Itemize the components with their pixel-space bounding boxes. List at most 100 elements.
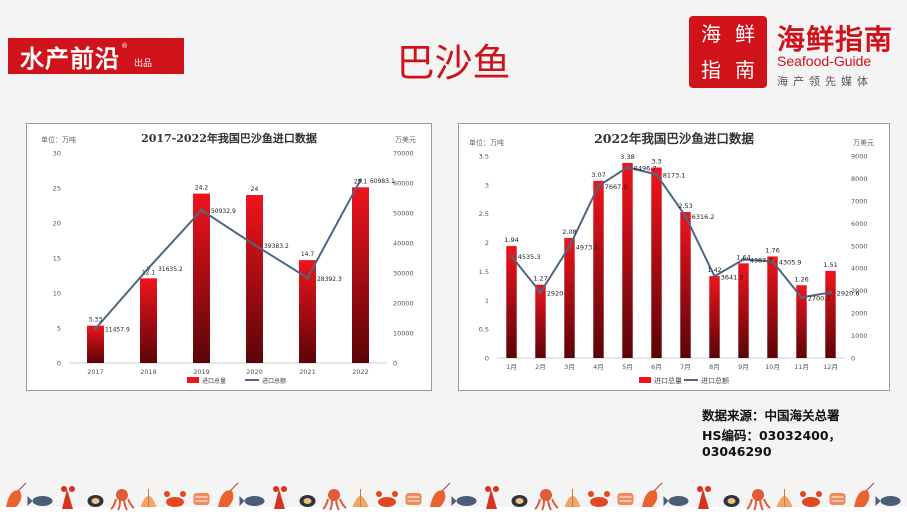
brand-name-en: Seafood-Guide xyxy=(777,53,872,69)
brand-mark-char: 鲜 xyxy=(735,22,755,46)
shrimp-icon xyxy=(854,482,875,507)
right-tick-label: 20000 xyxy=(393,300,414,308)
chart-title: 2017-2022年我国巴沙鱼进口数据 xyxy=(141,131,317,145)
chart-panel-monthly: 2022年我国巴沙鱼进口数据 单位：万吨 万美元 0 0.5 1 1.5 2 2.5 3 3.5 0 1… xyxy=(458,123,890,391)
line-point xyxy=(567,244,572,248)
line-point xyxy=(654,172,659,177)
right-axis-unit: 万美元 xyxy=(395,135,416,144)
lobster-icon xyxy=(697,486,711,509)
x-tick-label: 8月 xyxy=(709,363,720,371)
octopus-icon xyxy=(110,489,135,511)
salmon-icon xyxy=(193,493,210,505)
left-tick-label: 0 xyxy=(57,360,61,368)
line-point xyxy=(199,208,204,212)
line-point xyxy=(93,327,98,331)
crab-icon xyxy=(376,491,398,507)
crab-icon xyxy=(800,491,822,507)
line-point xyxy=(625,165,630,169)
x-tick-label: 4月 xyxy=(593,363,604,371)
chart-title: 2022年我国巴沙鱼进口数据 xyxy=(594,131,754,146)
bar xyxy=(622,162,633,358)
scallop-icon xyxy=(352,489,369,507)
right-tick-label: 30000 xyxy=(393,270,414,278)
octopus-icon xyxy=(534,489,559,511)
legend-line-label: 进口总额 xyxy=(701,376,729,385)
scallop-icon xyxy=(776,489,793,507)
crab-icon xyxy=(588,491,610,507)
right-tick-label: 4000 xyxy=(851,265,868,273)
line-data-label: 31635.2 xyxy=(158,266,183,273)
left-tick-label: 3 xyxy=(485,181,489,189)
bar-data-label: 12.1 xyxy=(142,269,156,276)
line-data-label: 28392.3 xyxy=(317,276,342,283)
strip-base xyxy=(0,507,907,517)
bar-data-label: 25.1 xyxy=(354,178,368,185)
x-tick-label: 9月 xyxy=(738,363,749,371)
bar-data-label: 1.42 xyxy=(707,266,721,274)
right-tick-label: 40000 xyxy=(393,240,414,248)
fish-icon xyxy=(663,496,689,506)
line-data-label: 7667.9 xyxy=(605,183,628,191)
legend-line-label: 进口总额 xyxy=(262,377,286,385)
line-point xyxy=(770,259,775,263)
fish-icon xyxy=(451,496,477,506)
line-data-label: 4305.9 xyxy=(779,258,802,266)
bar xyxy=(246,195,263,363)
logo-registered-mark: ® xyxy=(121,42,128,50)
left-axis-unit: 单位：万吨 xyxy=(469,138,504,147)
left-tick-label: 3.5 xyxy=(479,153,489,161)
bar-data-label: 1.27 xyxy=(533,275,547,283)
fish-icon xyxy=(239,496,265,506)
x-tick-label: 7月 xyxy=(680,363,691,371)
lobster-icon xyxy=(485,486,499,509)
bar xyxy=(564,237,575,358)
line-data-label: 39383.2 xyxy=(264,243,289,250)
bar-data-label: 1.64 xyxy=(736,253,750,261)
bar-data-label: 3.07 xyxy=(591,171,605,179)
salmon-icon xyxy=(829,493,846,505)
octopus-icon xyxy=(322,489,347,511)
mussel-icon xyxy=(87,495,104,507)
bar-data-label: 1.26 xyxy=(794,275,808,283)
legend-bar-label: 进口总量 xyxy=(654,376,682,385)
line-point xyxy=(799,295,804,299)
logo-sub-text: 出品 xyxy=(134,59,153,69)
bar xyxy=(140,278,157,363)
x-tick-label: 2017 xyxy=(87,368,104,376)
right-tick-label: 10000 xyxy=(393,330,414,338)
x-tick-label: 2021 xyxy=(299,368,316,376)
lobster-icon xyxy=(273,486,287,509)
line-data-label: 60983.1 xyxy=(370,178,395,185)
right-tick-label: 2000 xyxy=(851,310,868,318)
line-data-label: 8496.7 xyxy=(634,164,657,172)
left-tick-label: 25 xyxy=(53,185,61,193)
left-tick-label: 10 xyxy=(53,290,61,298)
bar-data-label: 24 xyxy=(251,186,259,193)
right-axis-unit: 万美元 xyxy=(853,138,874,147)
line-data-label: 3641.5 xyxy=(721,273,744,281)
crab-icon xyxy=(164,491,186,507)
left-tick-label: 5 xyxy=(57,325,61,333)
shrimp-icon xyxy=(642,482,663,507)
bar-data-label: 14.7 xyxy=(301,251,315,258)
data-source-text: 数据来源：中国海关总署 xyxy=(702,408,840,423)
right-tick-label: 70000 xyxy=(393,150,414,158)
mussel-icon xyxy=(511,495,528,507)
left-axis-unit: 单位：万吨 xyxy=(41,135,76,144)
bar-data-label: 1.51 xyxy=(823,261,837,269)
x-tick-label: 6月 xyxy=(651,363,662,371)
line-data-label: 11457.9 xyxy=(105,327,130,334)
hs-code-text: HS编码：03032400，03046290 xyxy=(702,428,842,459)
right-tick-label: 60000 xyxy=(393,180,414,188)
right-tick-label: 8000 xyxy=(851,175,868,183)
x-tick-label: 2018 xyxy=(140,368,157,376)
line-point xyxy=(252,243,257,247)
x-tick-label: 2月 xyxy=(535,363,546,371)
seafood-decoration-strip xyxy=(0,477,907,517)
bar xyxy=(680,211,691,358)
line-point xyxy=(146,266,151,270)
right-tick-label: 0 xyxy=(393,360,397,368)
logo-main-text: 水产前沿 xyxy=(20,44,120,73)
